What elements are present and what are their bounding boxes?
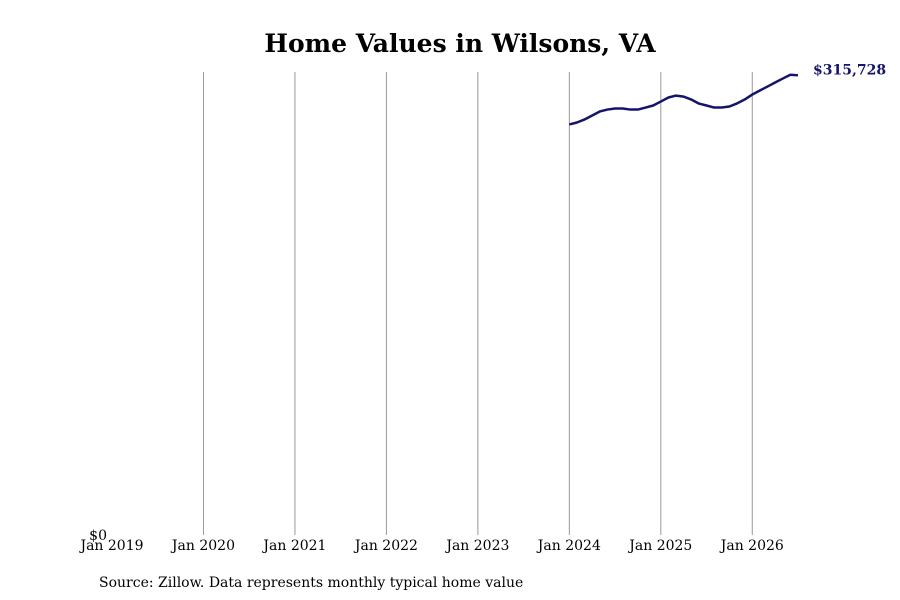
x-tick-label: Jan 2021 <box>261 538 326 554</box>
x-tick-label: Jan 2025 <box>627 538 692 554</box>
value-label: $315,728 <box>813 62 886 78</box>
y-tick-label: $0 <box>89 528 107 544</box>
chart-title: Home Values in Wilsons, VA <box>264 29 656 58</box>
x-tick-label: Jan 2022 <box>353 538 418 554</box>
line <box>569 73 799 126</box>
x-tick-label: Jan 2026 <box>719 538 784 554</box>
x-tick-label: Jan 2019 <box>78 538 143 554</box>
x-tick-label: Jan 2024 <box>536 538 601 554</box>
x-tick-label: Jan 2020 <box>170 538 235 554</box>
source-note: Source: Zillow. Data represents monthly … <box>99 575 523 591</box>
x-tick-label: Jan 2023 <box>444 538 509 554</box>
